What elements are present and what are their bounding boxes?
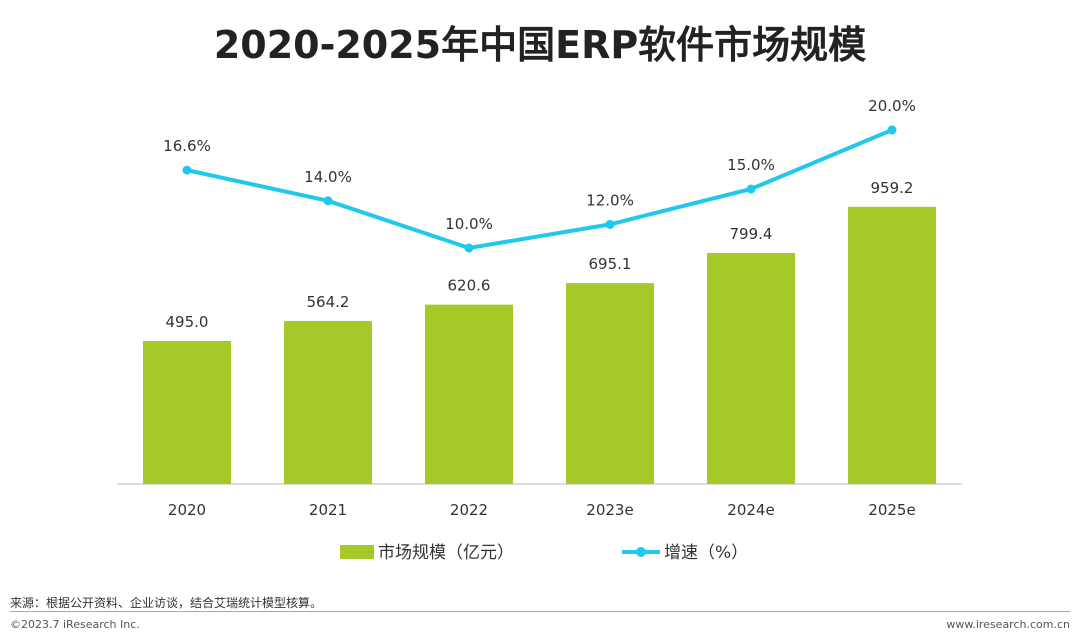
legend-line-marker [636, 547, 646, 557]
bar [425, 304, 513, 484]
line-label: 20.0% [868, 97, 916, 115]
line-point [464, 243, 474, 253]
line-label: 12.0% [586, 191, 634, 209]
line-label: 16.6% [163, 137, 211, 155]
line-point [182, 165, 192, 175]
legend-bar-label: 市场规模（亿元） [378, 543, 514, 563]
chart: 495.0 2020 564.2 2021 620.6 2022 695.1 2023e 799… [117, 97, 962, 563]
legend-bar-swatch [340, 545, 374, 559]
legend-line-label: 增速（%） [664, 543, 748, 563]
line-point [746, 184, 756, 194]
bar-label: 620.6 [448, 277, 491, 295]
x-tick-label: 2020 [168, 501, 206, 519]
copyright: ©2023.7 iResearch Inc. [10, 618, 140, 631]
bar [707, 252, 795, 484]
bar-label: 495.0 [166, 313, 209, 331]
line-point [887, 125, 897, 135]
chart-title: 2020-2025年中国ERP软件市场规模 [213, 23, 867, 67]
x-tick-label: 2025e [868, 501, 915, 519]
line-label: 15.0% [727, 156, 775, 174]
bar [566, 283, 654, 484]
line-point [323, 196, 333, 206]
x-tick-label: 2023e [586, 501, 633, 519]
x-tick-label: 2021 [309, 501, 347, 519]
source-note: 来源：根据公开资料、企业访谈，结合艾瑞统计模型核算。 [10, 596, 323, 610]
line-point [605, 219, 615, 229]
line-label: 10.0% [445, 215, 493, 233]
bar [848, 206, 936, 484]
bar-label: 799.4 [730, 225, 773, 243]
line-label: 14.0% [304, 168, 352, 186]
bar [284, 320, 372, 484]
x-tick-label: 2022 [450, 501, 488, 519]
website: www.iresearch.com.cn [946, 618, 1070, 631]
bar-label: 959.2 [871, 179, 914, 197]
growth-line [186, 128, 893, 251]
x-tick-label: 2024e [727, 501, 774, 519]
bar [143, 340, 231, 484]
divider [10, 611, 1070, 612]
bar-label: 695.1 [589, 255, 632, 273]
bar-label: 564.2 [307, 293, 350, 311]
